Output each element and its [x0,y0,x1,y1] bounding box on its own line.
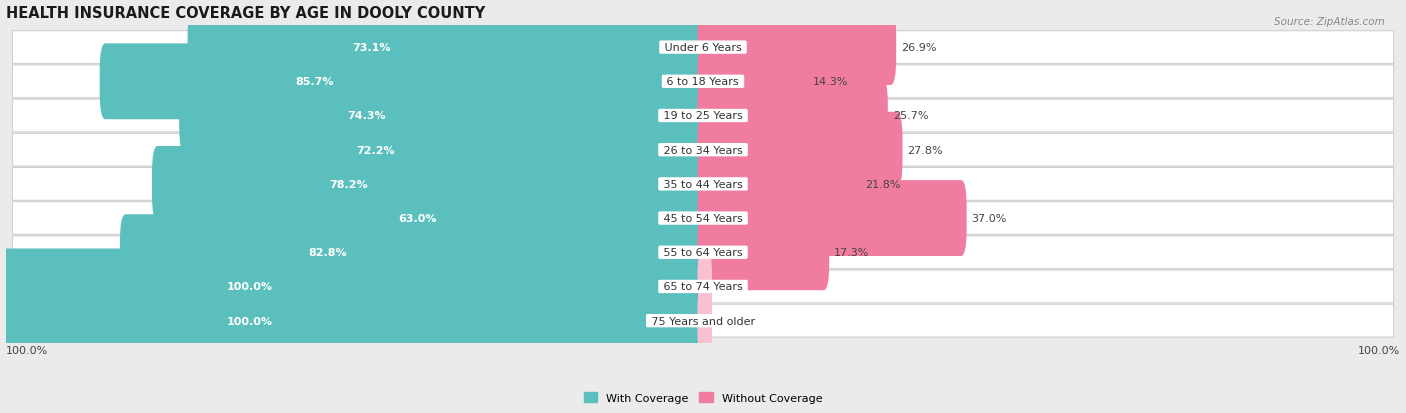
Text: 82.8%: 82.8% [308,248,347,258]
Text: 75 Years and older: 75 Years and older [648,316,758,326]
Text: 65 to 74 Years: 65 to 74 Years [659,282,747,292]
FancyBboxPatch shape [697,283,711,359]
FancyBboxPatch shape [13,66,1393,98]
Legend: With Coverage, Without Coverage: With Coverage, Without Coverage [579,388,827,407]
FancyBboxPatch shape [697,10,896,86]
Text: 63.0%: 63.0% [398,214,437,223]
Text: 74.3%: 74.3% [347,111,385,121]
FancyBboxPatch shape [13,202,1393,235]
FancyBboxPatch shape [152,147,709,222]
Text: 72.2%: 72.2% [356,145,395,155]
Text: 0.0%: 0.0% [713,282,742,292]
FancyBboxPatch shape [13,100,1393,133]
FancyBboxPatch shape [697,44,808,120]
Text: 19 to 25 Years: 19 to 25 Years [659,111,747,121]
FancyBboxPatch shape [697,78,887,154]
Text: 14.3%: 14.3% [813,77,849,87]
FancyBboxPatch shape [0,249,709,325]
Text: 26 to 34 Years: 26 to 34 Years [659,145,747,155]
Text: 37.0%: 37.0% [972,214,1007,223]
FancyBboxPatch shape [697,180,967,256]
Text: Source: ZipAtlas.com: Source: ZipAtlas.com [1274,17,1385,26]
Text: HEALTH INSURANCE COVERAGE BY AGE IN DOOLY COUNTY: HEALTH INSURANCE COVERAGE BY AGE IN DOOL… [6,5,485,21]
Text: 55 to 64 Years: 55 to 64 Years [659,248,747,258]
FancyBboxPatch shape [13,271,1393,303]
FancyBboxPatch shape [697,112,903,188]
Text: Under 6 Years: Under 6 Years [661,43,745,53]
Text: 45 to 54 Years: 45 to 54 Years [659,214,747,223]
FancyBboxPatch shape [13,32,1393,64]
FancyBboxPatch shape [13,304,1393,337]
FancyBboxPatch shape [259,180,709,256]
Text: 73.1%: 73.1% [353,43,391,53]
Text: 78.2%: 78.2% [329,179,368,190]
FancyBboxPatch shape [13,134,1393,167]
FancyBboxPatch shape [13,236,1393,269]
FancyBboxPatch shape [187,10,709,86]
Text: 27.8%: 27.8% [907,145,943,155]
Text: 21.8%: 21.8% [866,179,901,190]
FancyBboxPatch shape [697,215,830,290]
FancyBboxPatch shape [13,168,1393,201]
Text: 35 to 44 Years: 35 to 44 Years [659,179,747,190]
Text: 6 to 18 Years: 6 to 18 Years [664,77,742,87]
FancyBboxPatch shape [697,249,711,325]
FancyBboxPatch shape [179,78,709,154]
Text: 26.9%: 26.9% [901,43,936,53]
Text: 100.0%: 100.0% [1358,345,1400,356]
Text: 17.3%: 17.3% [834,248,869,258]
FancyBboxPatch shape [697,147,860,222]
Text: 0.0%: 0.0% [713,316,742,326]
Text: 100.0%: 100.0% [6,345,48,356]
Text: 100.0%: 100.0% [226,282,273,292]
FancyBboxPatch shape [0,283,709,359]
Text: 85.7%: 85.7% [295,77,333,87]
FancyBboxPatch shape [120,215,709,290]
Text: 25.7%: 25.7% [893,111,928,121]
FancyBboxPatch shape [100,44,709,120]
FancyBboxPatch shape [194,112,709,188]
Text: 100.0%: 100.0% [226,316,273,326]
